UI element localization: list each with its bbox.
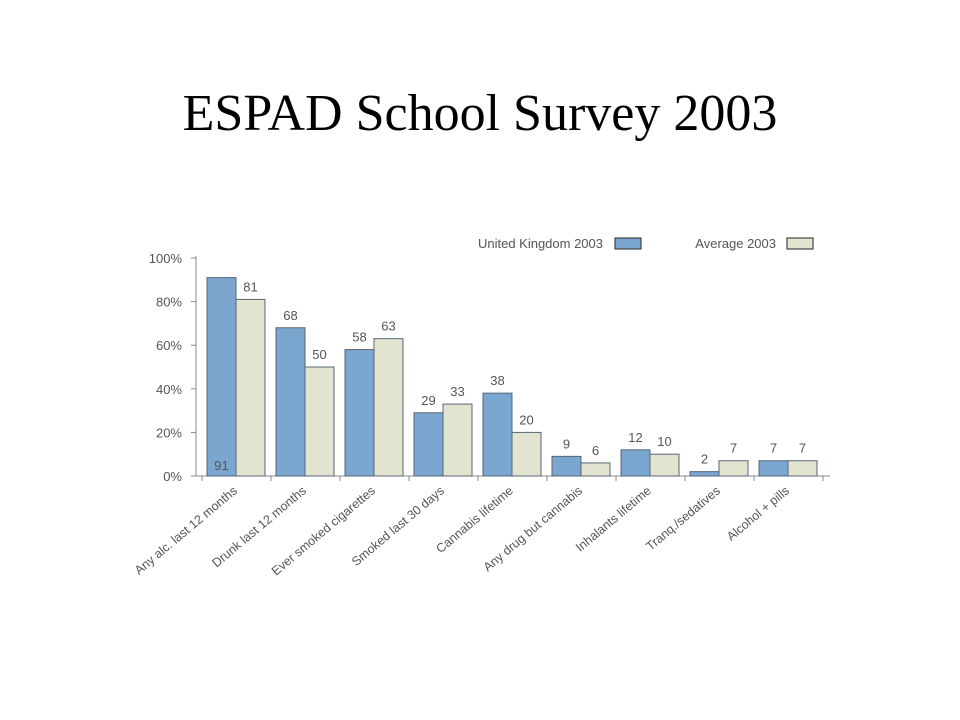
data-label: 91 — [214, 458, 228, 473]
y-tick-label: 100% — [149, 251, 183, 266]
category-label: Inhalants lifetime — [573, 484, 654, 555]
data-label: 2 — [701, 452, 708, 467]
data-label: 33 — [450, 384, 464, 399]
bar — [758, 460, 789, 477]
data-label: 6 — [592, 443, 599, 458]
data-label: 81 — [243, 279, 257, 294]
bar — [580, 462, 611, 477]
data-label: 63 — [381, 319, 395, 334]
data-label: 7 — [730, 441, 737, 456]
legend-swatch — [786, 237, 814, 250]
data-label: 9 — [563, 436, 570, 451]
data-label: 10 — [657, 434, 671, 449]
y-tick-label: 60% — [156, 338, 182, 353]
bar — [442, 403, 473, 477]
bar — [275, 327, 306, 477]
data-label: 68 — [283, 308, 297, 323]
category-label: Alcohol + pills — [724, 484, 792, 544]
data-label: 50 — [312, 347, 326, 362]
data-label: 20 — [519, 412, 533, 427]
y-tick-label: 20% — [156, 425, 182, 440]
bar — [235, 298, 266, 477]
bar — [649, 453, 680, 477]
bar — [787, 460, 818, 477]
bar — [689, 471, 720, 477]
bar — [413, 412, 444, 477]
bar — [551, 455, 582, 477]
data-label: 38 — [490, 373, 504, 388]
y-tick-label: 40% — [156, 382, 182, 397]
bar — [344, 349, 375, 477]
data-label: 29 — [421, 393, 435, 408]
bar — [718, 460, 749, 477]
bar — [511, 431, 542, 477]
legend-label: Average 2003 — [695, 236, 776, 251]
data-label: 7 — [770, 441, 777, 456]
category-label: Tranq./sedatives — [643, 484, 722, 554]
bar — [620, 449, 651, 477]
y-tick-label: 80% — [156, 295, 182, 310]
data-label: 7 — [799, 441, 806, 456]
bar — [304, 366, 335, 477]
data-label: 12 — [628, 430, 642, 445]
legend-swatch — [614, 237, 642, 250]
slide-title: ESPAD School Survey 2003 — [182, 85, 778, 142]
legend-label: United Kingdom 2003 — [478, 236, 603, 251]
y-tick-label: 0% — [163, 469, 182, 484]
bar — [482, 392, 513, 477]
bar — [373, 338, 404, 477]
bar — [206, 277, 237, 477]
data-label: 58 — [352, 330, 366, 345]
